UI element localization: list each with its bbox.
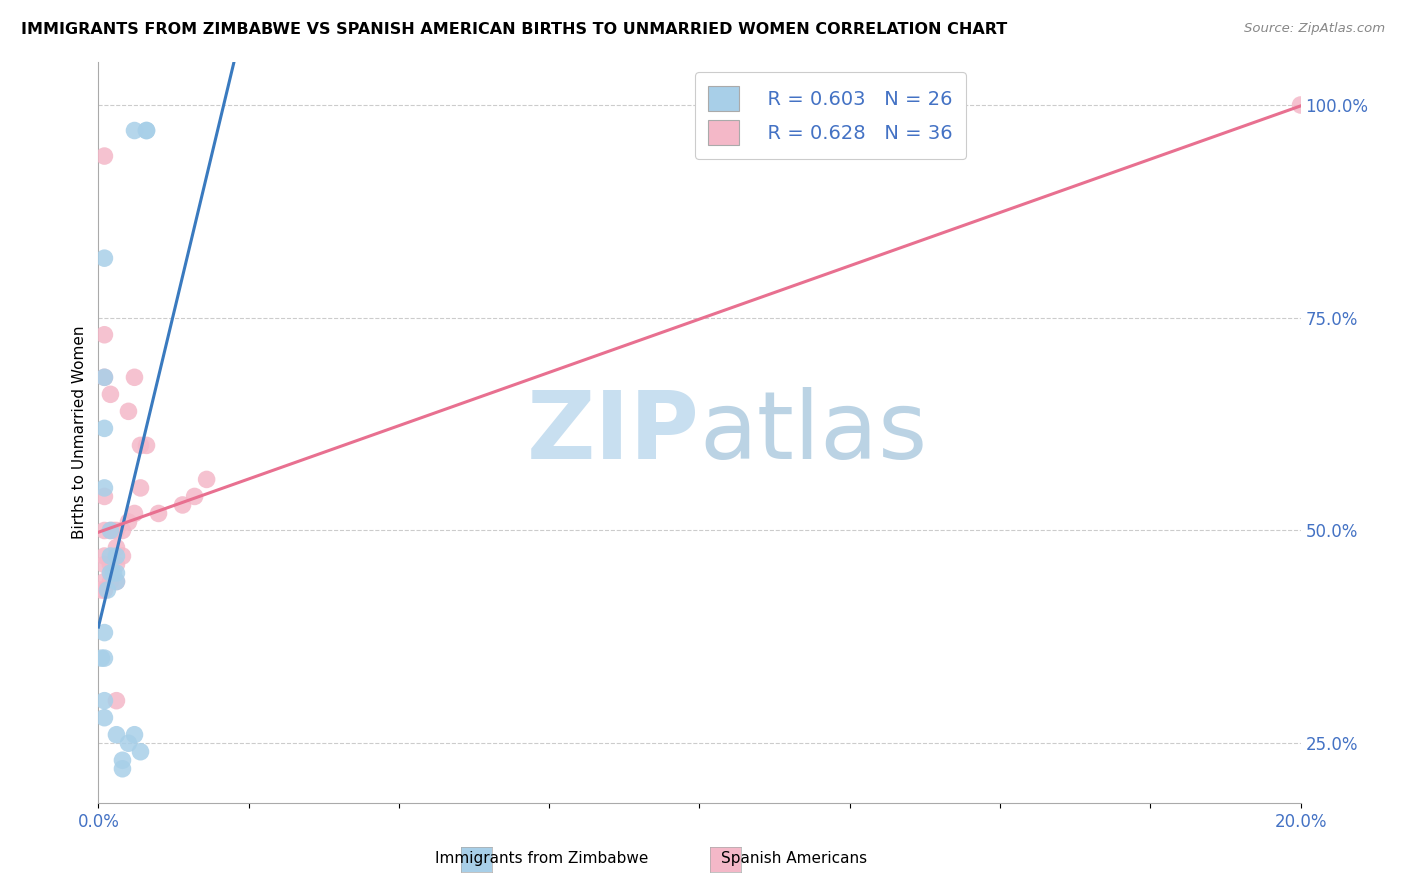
Point [117,404,139,418]
Point [124,507,146,521]
Point [105,558,128,572]
Point [93,149,115,163]
Point [105,694,128,708]
Point [100,558,122,572]
Point [93,370,115,384]
Point [103,566,125,580]
Point [172,498,194,512]
Point [117,736,139,750]
Point [93,711,115,725]
Point [93,582,115,597]
Point [100,574,122,589]
Point [100,566,122,580]
Point [93,651,115,665]
Point [105,541,128,555]
Point [135,123,157,137]
Point [100,524,122,538]
Point [105,574,128,589]
Point [93,481,115,495]
Point [129,438,152,452]
Point [93,251,115,265]
Point [93,524,115,538]
Y-axis label: Births to Unmarried Women: Births to Unmarried Women [72,326,87,540]
Point [100,549,122,563]
Point [105,838,128,853]
Point [124,728,146,742]
Point [111,549,134,563]
Point [111,753,134,767]
Point [129,481,152,495]
Point [183,490,205,504]
Point [93,490,115,504]
Point [103,524,125,538]
Text: Immigrants from Zimbabwe: Immigrants from Zimbabwe [434,851,648,865]
Point [93,694,115,708]
Text: IMMIGRANTS FROM ZIMBABWE VS SPANISH AMERICAN BIRTHS TO UNMARRIED WOMEN CORRELATI: IMMIGRANTS FROM ZIMBABWE VS SPANISH AMER… [21,22,1007,37]
Point [117,863,139,878]
Point [105,566,128,580]
Point [100,524,122,538]
Text: ZIP: ZIP [527,386,700,479]
Text: atlas: atlas [700,386,928,479]
Point [129,745,152,759]
Point [93,421,115,435]
Legend:   R = 0.603   N = 26,   R = 0.628   N = 36: R = 0.603 N = 26, R = 0.628 N = 36 [695,72,966,159]
Point [195,472,218,486]
Point [111,524,134,538]
Point [148,507,170,521]
Text: Spanish Americans: Spanish Americans [721,851,868,865]
Point [117,515,139,529]
Point [135,123,157,137]
Point [1289,98,1312,112]
Point [111,762,134,776]
Text: Source: ZipAtlas.com: Source: ZipAtlas.com [1244,22,1385,36]
Point [90,582,112,597]
Point [93,558,115,572]
Point [93,549,115,563]
Point [105,549,128,563]
Point [135,438,157,452]
Point [124,370,146,384]
Point [90,651,112,665]
Point [124,123,146,137]
Point [105,574,128,589]
Point [105,524,128,538]
Point [96,582,118,597]
Point [105,728,128,742]
Point [100,387,122,401]
Point [93,370,115,384]
Point [93,625,115,640]
Point [93,327,115,342]
Point [93,574,115,589]
